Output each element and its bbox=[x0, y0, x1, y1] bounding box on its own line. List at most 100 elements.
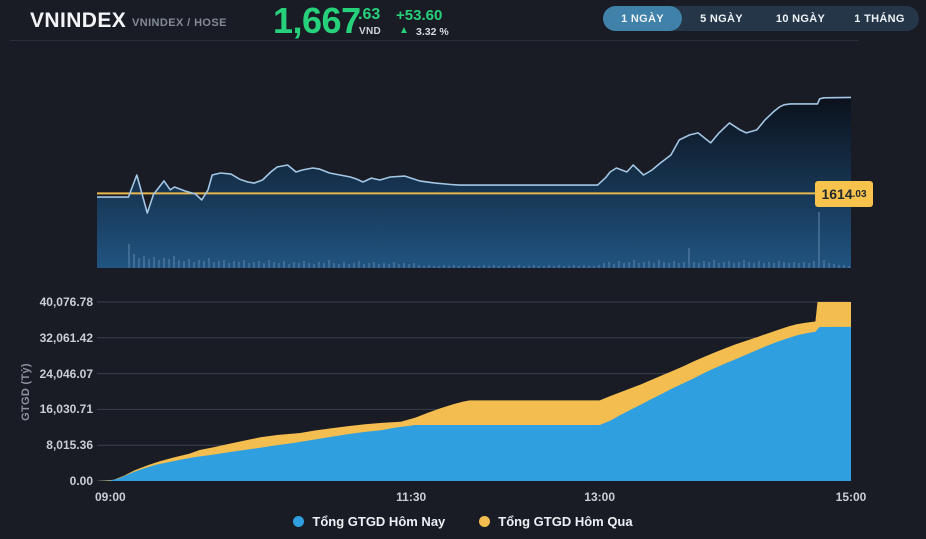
volume-bar bbox=[503, 266, 505, 268]
volume-bar bbox=[648, 261, 650, 268]
volume-bar bbox=[683, 262, 685, 268]
volume-bar bbox=[243, 260, 245, 268]
volume-bar bbox=[563, 266, 565, 268]
volume-bar bbox=[288, 264, 290, 268]
x-tick-label: 13:00 bbox=[584, 490, 616, 504]
volume-bar bbox=[713, 260, 715, 268]
volume-bar bbox=[773, 263, 775, 268]
area-series-1 bbox=[97, 326, 851, 481]
volume-bar bbox=[848, 266, 850, 268]
volume-bar bbox=[473, 266, 475, 268]
volume-bar bbox=[828, 263, 830, 268]
volume-bar bbox=[193, 262, 195, 268]
volume-bar bbox=[308, 263, 310, 268]
volume-bar bbox=[738, 262, 740, 268]
volume-bar bbox=[718, 263, 720, 268]
volume-bar bbox=[368, 263, 370, 268]
volume-bar bbox=[543, 266, 545, 268]
volume-bar bbox=[753, 263, 755, 268]
y-tick-label: 8,015.36 bbox=[46, 438, 93, 453]
volume-bar bbox=[763, 263, 765, 268]
volume-bar bbox=[808, 263, 810, 268]
volume-bar bbox=[188, 259, 190, 268]
volume-bar bbox=[143, 256, 145, 268]
volume-bar bbox=[693, 262, 695, 268]
tab-period-2[interactable]: 10 NGÀY bbox=[775, 12, 826, 25]
volume-bar bbox=[728, 261, 730, 268]
volume-bar bbox=[128, 244, 130, 268]
volume-bar bbox=[788, 263, 790, 268]
legend-item-0[interactable]: Tổng GTGD Hôm Nay bbox=[293, 514, 445, 529]
volume-bar bbox=[598, 265, 600, 268]
reference-price-dec: .03 bbox=[852, 188, 867, 200]
volume-bar bbox=[508, 265, 510, 268]
volume-bar bbox=[513, 266, 515, 268]
x-tick-label: 09:00 bbox=[95, 490, 126, 504]
legend-item-1[interactable]: Tổng GTGD Hôm Qua bbox=[479, 514, 633, 529]
volume-bar bbox=[438, 266, 440, 268]
x-tick-label: 15:00 bbox=[835, 490, 867, 504]
price-line bbox=[97, 96, 851, 214]
volume-bar bbox=[258, 261, 260, 268]
y-tick-label: 40,076.78 bbox=[39, 295, 93, 309]
volume-bar bbox=[793, 262, 795, 268]
tab-period-0[interactable]: 1 NGÀY bbox=[603, 6, 682, 31]
volume-bar bbox=[183, 261, 185, 268]
volume-bar bbox=[433, 266, 435, 268]
reference-price-label: 1614.03 bbox=[815, 181, 873, 207]
price-chart[interactable] bbox=[97, 60, 851, 268]
volume-bar bbox=[373, 262, 375, 268]
price-change: +53.60 bbox=[396, 7, 443, 24]
tab-period-3[interactable]: 1 THÁNG bbox=[854, 12, 905, 25]
legend-dot-icon bbox=[479, 516, 491, 527]
volume-bar bbox=[593, 266, 595, 268]
gtgd-chart[interactable] bbox=[97, 295, 851, 481]
volume-bar bbox=[353, 263, 355, 268]
volume-bar bbox=[708, 262, 710, 268]
volume-bar bbox=[333, 263, 335, 268]
volume-bar bbox=[338, 264, 340, 268]
price-change-percent: 3.32 % bbox=[416, 26, 449, 38]
volume-bar bbox=[398, 264, 400, 268]
volume-bar bbox=[813, 261, 815, 268]
legend-label: Tổng GTGD Hôm Nay bbox=[312, 514, 446, 529]
volume-bar bbox=[293, 262, 295, 268]
y-tick-label: 0.00 bbox=[69, 474, 93, 488]
volume-bar bbox=[328, 260, 330, 268]
volume-bar bbox=[413, 263, 415, 268]
volume-bar bbox=[268, 260, 270, 268]
tab-period-1[interactable]: 5 NGÀY bbox=[700, 12, 743, 25]
volume-bar bbox=[323, 263, 325, 268]
volume-bar bbox=[173, 256, 175, 268]
x-tick-label: 11:30 bbox=[396, 490, 427, 504]
volume-bar bbox=[423, 266, 425, 268]
reference-price-int: 1614 bbox=[821, 186, 853, 202]
header-divider bbox=[10, 40, 859, 41]
volume-bar bbox=[198, 260, 200, 268]
volume-bar bbox=[703, 261, 705, 268]
volume-bar bbox=[363, 264, 365, 268]
volume-bar bbox=[498, 266, 500, 268]
volume-bar bbox=[658, 260, 660, 268]
volume-bar bbox=[203, 261, 205, 268]
volume-bar bbox=[553, 266, 555, 268]
volume-bar bbox=[768, 262, 770, 268]
volume-bar bbox=[278, 263, 280, 268]
volume-bar bbox=[653, 263, 655, 268]
volume-bar bbox=[403, 263, 405, 268]
volume-bar bbox=[393, 262, 395, 268]
volume-bar bbox=[798, 263, 800, 268]
price-value: 1,667 bbox=[273, 0, 361, 41]
volume-bar bbox=[358, 261, 360, 268]
volume-bar bbox=[723, 262, 725, 268]
volume-bar bbox=[573, 265, 575, 268]
volume-bar bbox=[283, 261, 285, 268]
volume-bar bbox=[843, 265, 845, 268]
volume-bar bbox=[238, 262, 240, 268]
volume-bar bbox=[663, 262, 665, 268]
volume-bar bbox=[673, 261, 675, 268]
volume-bar bbox=[213, 262, 215, 268]
volume-bar bbox=[318, 262, 320, 268]
volume-bar bbox=[833, 264, 835, 268]
